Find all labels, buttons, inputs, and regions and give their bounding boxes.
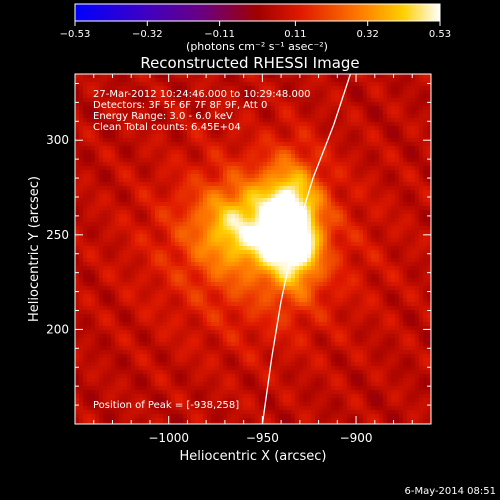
colorbar: [74, 3, 441, 22]
annotation-energy-range: Energy Range: 3.0 - 6.0 keV: [93, 111, 233, 122]
x-axis-label: Heliocentric X (arcsec): [180, 449, 327, 464]
colorbar-tick-label: −0.32: [132, 29, 163, 40]
y-tick-label: 250: [46, 228, 69, 242]
peak-position-label: Position of Peak = [-938,258]: [93, 400, 239, 411]
colorbar-units-label: (photons cm⁻² s⁻¹ asec⁻²): [186, 40, 328, 53]
y-axis-label: Heliocentric Y (arcsec): [27, 176, 42, 322]
solar-limb-line: [261, 74, 352, 424]
heatmap-image: [75, 74, 431, 424]
y-tick-label: 300: [46, 133, 69, 147]
colorbar-tick-label: 0.32: [357, 29, 379, 40]
colorbar-tick-label: 0.53: [429, 29, 451, 40]
x-tick-label: −900: [340, 431, 373, 445]
annotation-clean-counts: Clean Total counts: 6.45E+04: [93, 122, 241, 133]
annotation-detectors: Detectors: 3F 5F 6F 7F 8F 9F, Att 0: [93, 100, 267, 111]
x-tick-label: −950: [246, 431, 279, 445]
y-tick-label: 200: [46, 322, 69, 336]
plot-frame: [74, 73, 432, 425]
colorbar-tick-label: 0.11: [284, 29, 306, 40]
colorbar-tick-label: −0.11: [204, 29, 235, 40]
x-tick-label: −1000: [148, 431, 189, 445]
footer-date: 6-May-2014 08:51: [404, 486, 496, 497]
colorbar-tick-label: −0.53: [60, 29, 91, 40]
annotation-time-range: 27-Mar-2012 10:24:46.000 to 10:29:48.000: [93, 89, 311, 100]
chart-title: Reconstructed RHESSI Image: [140, 54, 359, 72]
